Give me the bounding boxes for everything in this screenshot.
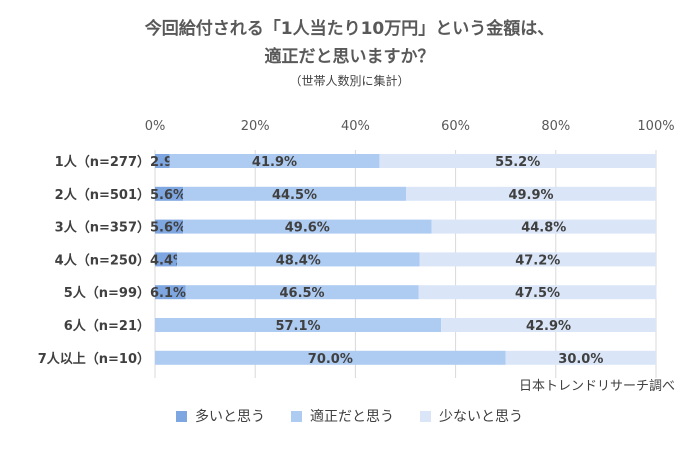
- chart-title-line1: 今回給付される「1人当たり10万円」という金額は、: [144, 19, 555, 39]
- bar-1-2: [183, 219, 432, 234]
- legend-label-0: 多いと思う: [195, 409, 265, 425]
- bar-0-3: [155, 252, 178, 267]
- data-label-2-4: 47.5%: [515, 286, 560, 301]
- data-label-0-3: 4.4%: [150, 253, 186, 268]
- bar-2-6: [505, 350, 656, 365]
- category-label-3: 4人（n=250）: [55, 252, 150, 268]
- legend-item-1: 適正だと思う: [291, 406, 394, 426]
- x-tick-label-1: 20%: [241, 119, 270, 134]
- data-label-1-0: 41.9%: [252, 155, 297, 170]
- category-label-2: 3人（n=357）: [55, 220, 150, 236]
- bar-1-3: [177, 252, 420, 267]
- category-label-1: 2人（n=501）: [55, 187, 150, 203]
- data-label-1-5: 57.1%: [275, 319, 320, 334]
- x-tick-label-3: 60%: [441, 119, 470, 134]
- data-label-1-3: 48.4%: [276, 253, 321, 268]
- bar-2-4: [418, 285, 657, 300]
- legend: 多いと思う 適正だと思う 少ないと思う: [0, 406, 699, 426]
- x-tick-label-5: 100%: [637, 119, 674, 134]
- data-label-2-5: 42.9%: [526, 319, 571, 334]
- bar-2-3: [419, 252, 656, 267]
- bar-0-0: [155, 154, 170, 168]
- data-label-2-2: 44.8%: [521, 221, 566, 236]
- legend-swatch-2: [420, 410, 431, 422]
- data-label-2-6: 30.0%: [558, 352, 603, 367]
- legend-swatch-0: [176, 410, 187, 422]
- bar-0-4: [155, 285, 186, 300]
- legend-swatch-1: [291, 410, 302, 422]
- data-label-0-2: 5.6%: [150, 221, 186, 236]
- data-label-2-1: 49.9%: [508, 188, 553, 203]
- bar-2-1: [406, 186, 656, 201]
- x-tick-label-4: 80%: [541, 119, 570, 134]
- x-tick-label-2: 40%: [341, 119, 370, 134]
- source-note: 日本トレンドリサーチ調べ: [518, 379, 675, 394]
- bar-1-6: [155, 350, 506, 365]
- legend-label-2: 少ないと思う: [439, 409, 523, 425]
- legend-label-1: 適正だと思う: [310, 409, 394, 425]
- data-label-1-4: 46.5%: [279, 286, 324, 301]
- bar-0-1: [155, 186, 184, 201]
- category-label-4: 5人（n=99）: [64, 285, 150, 301]
- bar-1-1: [183, 186, 407, 201]
- bar-2-5: [441, 318, 656, 332]
- data-label-2-3: 47.2%: [515, 253, 560, 268]
- data-label-1-6: 70.0%: [308, 352, 353, 367]
- data-label-2-0: 55.2%: [495, 155, 540, 170]
- legend-item-0: 多いと思う: [176, 406, 265, 426]
- chart-title-line2: 適正だと思いますか？: [264, 47, 435, 67]
- bar-1-0: [169, 154, 380, 168]
- data-label-0-4: 6.1%: [150, 286, 186, 301]
- category-label-0: 1人（n=277）: [55, 154, 150, 170]
- bar-1-5: [155, 318, 442, 332]
- bar-1-4: [185, 285, 419, 300]
- bar-2-0: [379, 154, 656, 168]
- chart-subtitle: （世帯人数別に集計）: [289, 74, 410, 88]
- category-label-6: 7人以上（n=10）: [38, 351, 150, 367]
- category-label-5: 6人（n=21）: [64, 318, 150, 334]
- data-label-0-1: 5.6%: [150, 188, 186, 203]
- bar-0-2: [155, 219, 184, 234]
- data-label-1-1: 44.5%: [272, 188, 317, 203]
- x-tick-label-0: 0%: [145, 119, 166, 134]
- bar-2-2: [431, 219, 656, 234]
- data-label-1-2: 49.6%: [285, 221, 330, 236]
- legend-item-2: 少ないと思う: [420, 406, 523, 426]
